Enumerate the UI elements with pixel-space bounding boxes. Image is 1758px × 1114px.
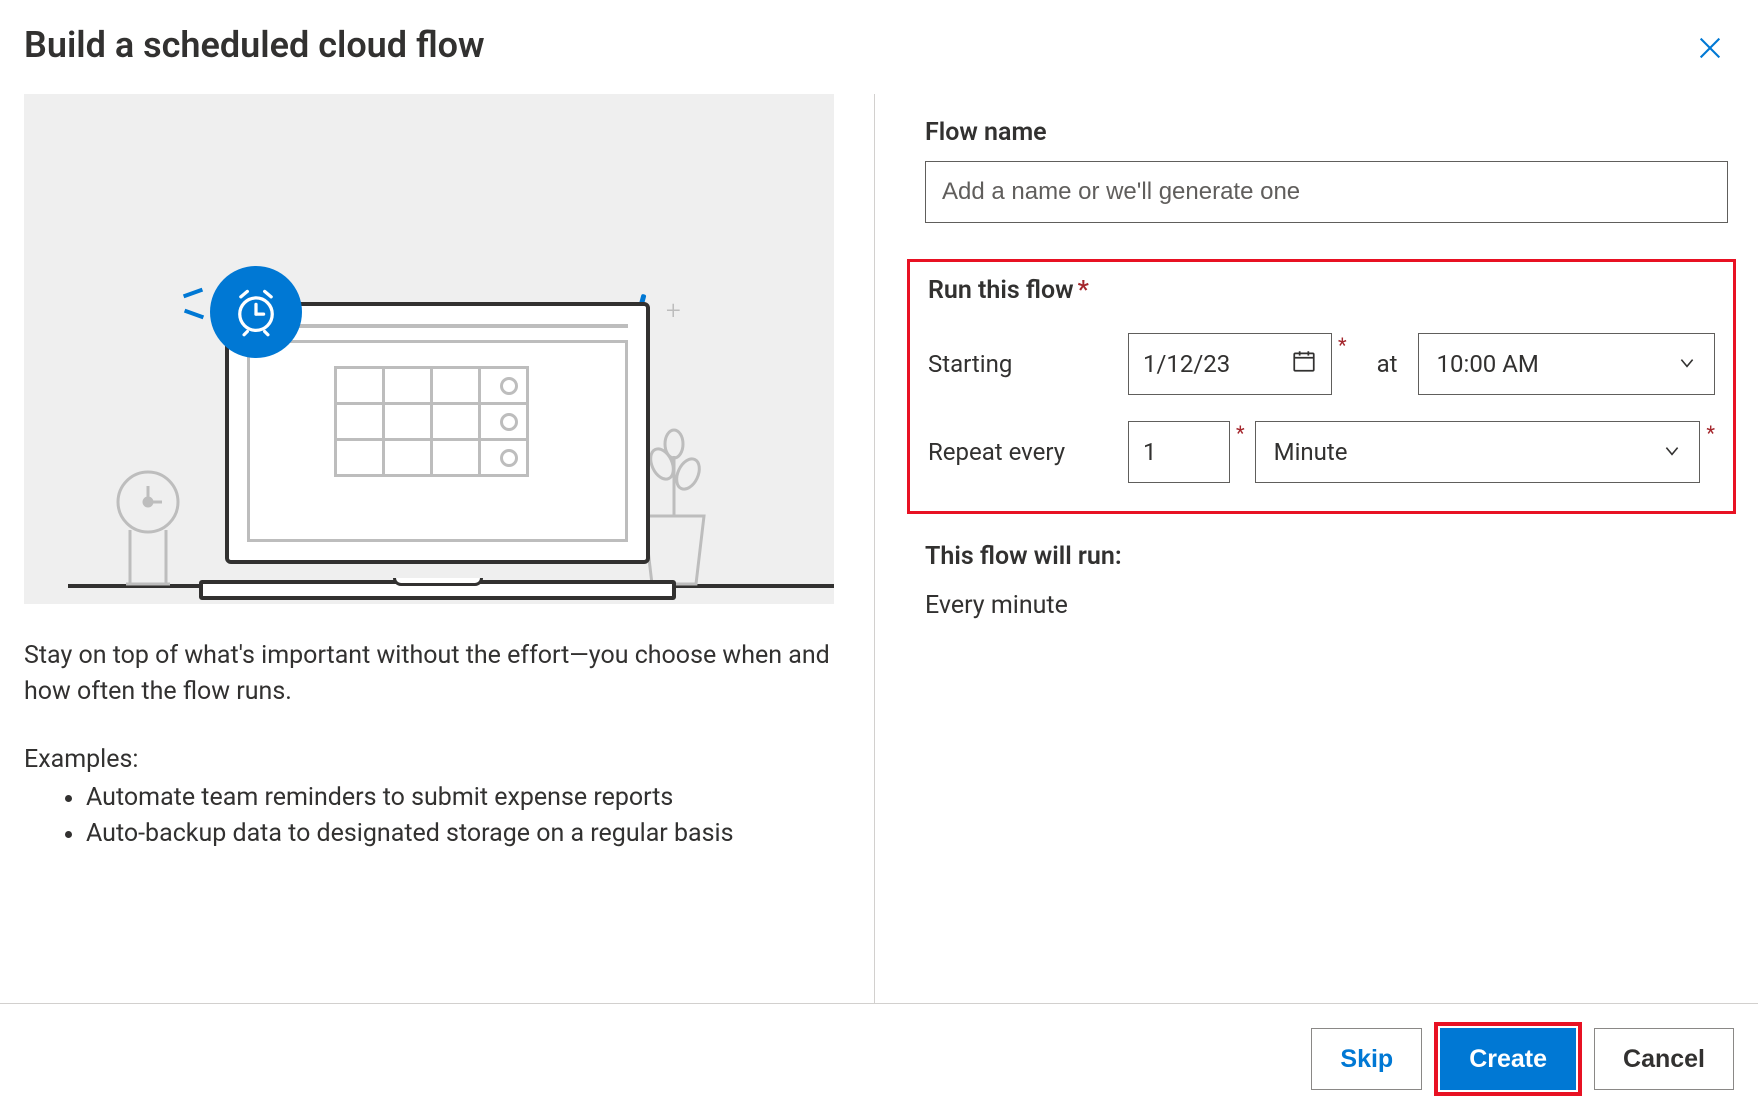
flow-name-label: Flow name <box>925 118 1728 147</box>
repeat-label: Repeat every <box>928 438 1128 466</box>
start-date-input[interactable]: 1/12/23 <box>1128 333 1332 395</box>
calendar-icon <box>1291 348 1317 380</box>
repeat-unit-select[interactable]: Minute <box>1255 421 1701 483</box>
repeat-row: Repeat every 1 * Minute * <box>928 421 1715 483</box>
example-item: Auto-backup data to designated storage o… <box>86 816 834 852</box>
create-button[interactable]: Create <box>1440 1028 1576 1090</box>
chevron-down-icon <box>1678 350 1696 378</box>
run-this-flow-label: Run this flow* <box>928 276 1715 305</box>
chevron-down-icon <box>1663 438 1681 466</box>
dialog-title: Build a scheduled cloud flow <box>24 24 485 66</box>
required-asterisk: * <box>1706 421 1715 445</box>
repeat-number: 1 <box>1143 438 1157 466</box>
at-label: at <box>1377 350 1398 378</box>
starting-label: Starting <box>928 350 1128 378</box>
scheduled-flow-dialog: Build a scheduled cloud flow <box>0 0 1758 1114</box>
required-asterisk: * <box>1338 333 1347 357</box>
examples-heading: Examples: <box>24 745 834 774</box>
summary-heading: This flow will run: <box>925 542 1728 571</box>
cancel-button[interactable]: Cancel <box>1594 1028 1734 1090</box>
required-asterisk: * <box>1236 421 1245 445</box>
close-button[interactable] <box>1688 26 1732 70</box>
flow-name-field: Flow name <box>925 118 1728 223</box>
flow-name-input[interactable] <box>925 161 1728 223</box>
start-time-value: 10:00 AM <box>1437 350 1539 378</box>
right-panel: Flow name Run this flow* Starting 1/12/2… <box>875 94 1734 1014</box>
start-date-value: 1/12/23 <box>1143 350 1230 378</box>
left-panel: + Stay on top of what's important withou… <box>24 94 874 1014</box>
example-item: Automate team reminders to submit expens… <box>86 780 834 816</box>
required-asterisk: * <box>1078 276 1089 305</box>
repeat-unit-value: Minute <box>1274 438 1348 466</box>
examples-list: Automate team reminders to submit expens… <box>24 780 834 853</box>
dialog-header: Build a scheduled cloud flow <box>24 24 1734 94</box>
alarm-clock-icon <box>210 266 302 358</box>
description-text: Stay on top of what's important without … <box>24 638 834 711</box>
dialog-footer: Skip Create Cancel <box>0 1003 1758 1114</box>
summary-text: Every minute <box>925 591 1728 620</box>
illustration: + <box>24 94 834 604</box>
repeat-value-input[interactable]: 1 <box>1128 421 1230 483</box>
dialog-content: + Stay on top of what's important withou… <box>24 94 1734 1014</box>
starting-row: Starting 1/12/23 <box>928 333 1715 395</box>
close-icon <box>1696 34 1724 62</box>
schedule-section-highlight: Run this flow* Starting 1/12/23 <box>907 259 1736 514</box>
skip-button[interactable]: Skip <box>1311 1028 1422 1090</box>
start-time-select[interactable]: 10:00 AM <box>1418 333 1715 395</box>
